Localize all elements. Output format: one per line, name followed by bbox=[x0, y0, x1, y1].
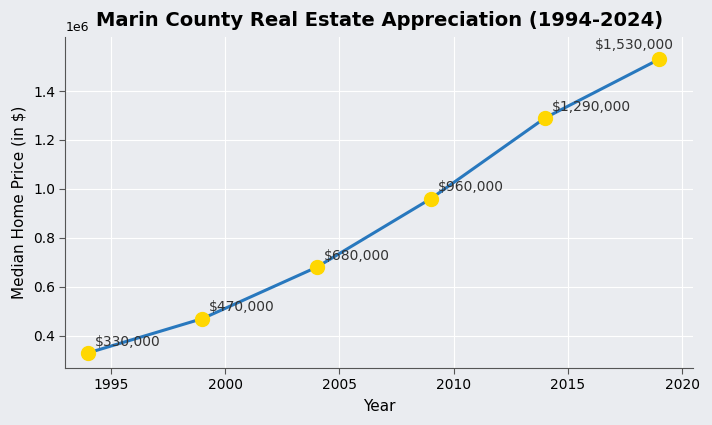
Text: $470,000: $470,000 bbox=[209, 300, 275, 314]
Title: Marin County Real Estate Appreciation (1994-2024): Marin County Real Estate Appreciation (1… bbox=[96, 11, 663, 30]
Text: $330,000: $330,000 bbox=[95, 334, 161, 348]
Point bbox=[654, 56, 665, 62]
Text: $1,290,000: $1,290,000 bbox=[552, 99, 631, 113]
Point bbox=[539, 115, 550, 122]
Point bbox=[425, 196, 436, 202]
Point bbox=[311, 264, 323, 271]
Point bbox=[197, 315, 208, 322]
Text: $1,530,000: $1,530,000 bbox=[595, 38, 674, 52]
Text: 1e6: 1e6 bbox=[66, 21, 89, 34]
X-axis label: Year: Year bbox=[363, 399, 396, 414]
Point bbox=[83, 349, 94, 356]
Text: $960,000: $960,000 bbox=[438, 180, 503, 194]
Y-axis label: Median Home Price (in $): Median Home Price (in $) bbox=[11, 106, 26, 299]
Text: $680,000: $680,000 bbox=[323, 249, 389, 263]
